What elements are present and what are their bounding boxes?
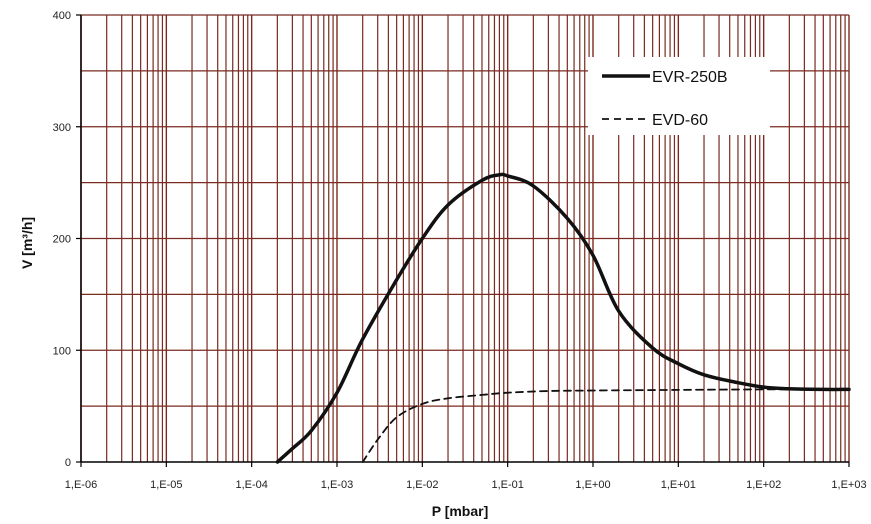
- x-tick-label: 1,E+01: [661, 479, 696, 491]
- y-tick-label: 0: [65, 457, 71, 469]
- series-lines: [275, 172, 851, 464]
- y-tick-labels: 0 100 200 300 400: [53, 10, 71, 469]
- y-tick-label: 400: [53, 10, 71, 22]
- x-tick-label: 1,E-06: [65, 479, 97, 491]
- x-tick-label: 1,E+03: [831, 479, 866, 491]
- series-line-evr-250b: [275, 172, 851, 464]
- legend-label-evd-60: EVD-60: [652, 112, 708, 129]
- x-tick-labels: 1,E-06 1,E-05 1,E-04 1,E-03 1,E-02 1,E-01 1,E+…: [65, 479, 867, 491]
- y-tick-label: 300: [53, 122, 71, 134]
- x-tick-label: 1,E-04: [235, 479, 267, 491]
- y-tick-label: 100: [53, 345, 71, 357]
- axes: [76, 14, 850, 467]
- x-tick-label: 1,E-01: [491, 479, 523, 491]
- legend-label-evr-250b: EVR-250B: [652, 69, 728, 86]
- x-tick-label: 1,E-02: [406, 479, 438, 491]
- x-tick-label: 1,E-05: [150, 479, 182, 491]
- y-axis-title: V [m³/h]: [19, 217, 35, 269]
- series-line-evd-60: [361, 388, 850, 463]
- legend: EVR-250B EVD-60: [588, 57, 770, 135]
- y-tick-label: 200: [53, 234, 71, 246]
- x-tick-label: 1,E+00: [575, 479, 610, 491]
- x-tick-label: 1,E-03: [321, 479, 353, 491]
- x-tick-label: 1,E+02: [746, 479, 781, 491]
- x-axis-title: P [mbar]: [432, 503, 489, 519]
- legend-background: [588, 57, 770, 135]
